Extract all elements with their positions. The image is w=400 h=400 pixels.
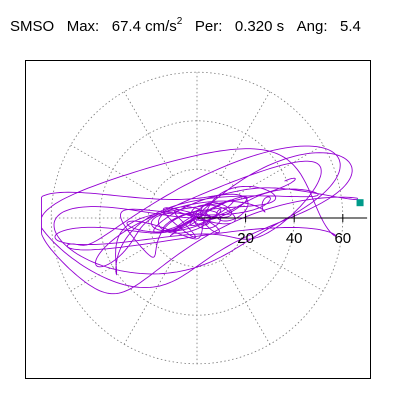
peak-marker	[356, 199, 364, 207]
grid-spoke	[70, 241, 156, 292]
chart-header: SMSO Max: 67.4 cm/s2 Per: 0.320 s Ang: 5…	[10, 16, 361, 35]
orbit-trace-group	[41, 145, 358, 295]
angle-value: 5.4	[340, 18, 361, 35]
period-value: 0.320 s	[234, 18, 285, 35]
tick-label-40: 40	[286, 230, 303, 247]
tick-label-60: 60	[334, 230, 351, 247]
tick-label-20: 20	[237, 230, 254, 247]
grid-spoke	[220, 91, 271, 177]
max-value: 67.4	[111, 18, 141, 35]
max-unit: cm/s	[145, 18, 177, 35]
max-unit-exponent: 2	[176, 16, 183, 27]
polar-grid	[50, 71, 344, 365]
grid-spoke	[70, 144, 156, 195]
grid-spoke	[238, 241, 324, 292]
period-label: Per:	[194, 18, 223, 35]
angle-label: Ang:	[296, 18, 328, 35]
peak-marker-group	[356, 199, 364, 207]
grid-spoke	[123, 259, 174, 345]
station-name: SMSO	[10, 18, 55, 35]
max-label: Max:	[66, 18, 100, 35]
plot-frame	[25, 60, 371, 379]
grid-spoke	[220, 259, 271, 345]
grid-spoke	[123, 91, 174, 177]
orbit-trace	[41, 145, 358, 295]
radial-axis: 20 40 60	[197, 214, 368, 247]
